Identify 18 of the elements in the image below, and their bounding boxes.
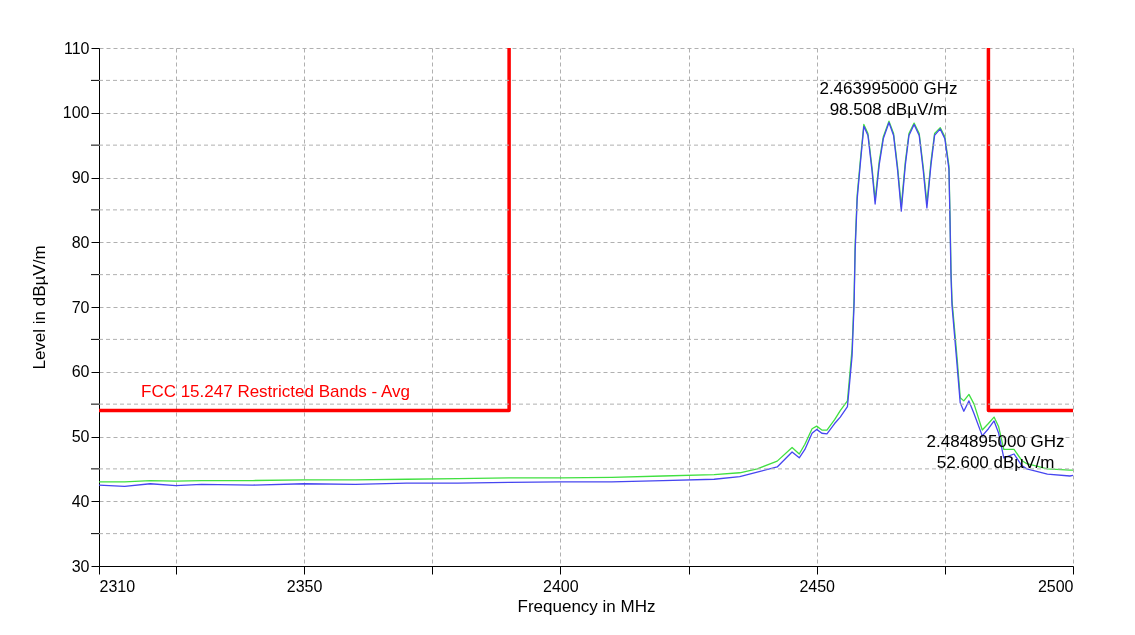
y-tick-label: 60	[71, 363, 90, 381]
x-tick-label: 2500	[1037, 577, 1074, 595]
y-tick-label: 90	[71, 169, 90, 186]
x-tick-label: 2400	[543, 577, 579, 595]
series-label: FCC 15.247 Restricted Bands - Avg	[141, 381, 410, 401]
annotation: 2.463995000 GHz 98.508 dBµV/m	[819, 79, 958, 120]
y-tick-label: 70	[71, 298, 90, 316]
y-tick-label: 100	[62, 104, 90, 122]
x-tick-label: 2450	[799, 577, 836, 595]
y-tick-label: 80	[71, 233, 90, 251]
y-axis-title: Level in dBµV/m	[29, 245, 49, 370]
y-tick-label: 30	[71, 557, 90, 575]
y-tick-label: 40	[71, 492, 90, 510]
x-axis-title: Frequency in MHz	[517, 596, 656, 616]
x-tick-label: 2310	[99, 577, 136, 595]
y-tick-label: 110	[63, 39, 90, 57]
y-tick-label: 50	[71, 428, 90, 445]
x-tick-label: 2350	[286, 577, 323, 595]
